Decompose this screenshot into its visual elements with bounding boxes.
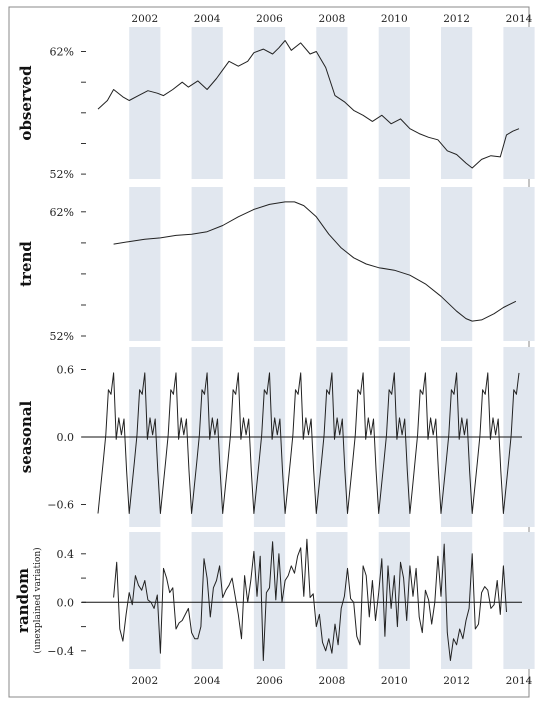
y-tick-label-seasonal: −0.6	[47, 499, 74, 512]
y-tick-label-random: 0.0	[57, 596, 75, 609]
year-label-bottom: 2014	[506, 675, 533, 687]
y-tick-label-seasonal: 0.6	[57, 364, 75, 377]
axis-ticks: 62% 52% 62% 52% 0.6 0.0 −0.6 0.4 0.0 −0.4	[47, 46, 86, 658]
series-line-random	[113, 538, 507, 661]
year-label-bottom: 2004	[194, 675, 221, 687]
year-label-top: 2008	[319, 13, 346, 25]
y-tick-label-random: 0.4	[57, 548, 75, 561]
year-band-2012-panel-0	[441, 27, 473, 179]
year-band-2014-panel-1	[503, 187, 535, 341]
panel-sublabel-random: (unexplained variation)	[32, 547, 43, 653]
year-band-2008-panel-0	[316, 27, 348, 179]
year-label-top: 2002	[131, 13, 158, 25]
y-tick-label-observed: 52%	[50, 168, 74, 181]
year-band-2002-panel-0	[129, 27, 161, 179]
panel-label-random: random	[14, 568, 32, 633]
year-band-2006-panel-3	[253, 532, 286, 669]
y-tick-label-trend: 52%	[50, 330, 74, 343]
year-band-2008-panel-1	[316, 187, 348, 341]
year-bands	[129, 27, 535, 669]
panel-label-trend: trend	[17, 241, 35, 287]
series-line-observed	[97, 40, 520, 169]
year-label-bottom: 2006	[256, 675, 283, 687]
panel-label-observed: observed	[17, 65, 35, 141]
year-band-2002-panel-3	[129, 532, 161, 669]
year-label-top: 2004	[194, 13, 221, 25]
year-label-top: 2012	[443, 13, 470, 25]
series-line-trend	[113, 201, 517, 322]
year-band-2006-panel-0	[253, 27, 286, 179]
year-label-top: 2010	[381, 13, 408, 25]
year-band-2006-panel-1	[253, 187, 286, 341]
year-band-2010-panel-1	[378, 187, 410, 341]
y-tick-label-trend: 62%	[50, 206, 74, 219]
year-band-2004-panel-3	[191, 532, 223, 669]
year-band-2002-panel-1	[129, 187, 161, 341]
year-band-2004-panel-0	[191, 27, 223, 179]
y-tick-label-random: −0.4	[47, 645, 74, 658]
y-tick-label-observed: 62%	[50, 46, 74, 59]
year-label-top: 2014	[506, 13, 533, 25]
year-label-bottom: 2012	[443, 675, 470, 687]
series-line-seasonal	[97, 372, 520, 514]
year-labels: 2002 2002 2004 2004 2006 2006 2008 2008 2010 2010…	[131, 13, 532, 687]
panel-label-seasonal: seasonal	[17, 400, 35, 473]
year-label-bottom: 2010	[381, 675, 408, 687]
year-band-2010-panel-0	[378, 27, 410, 179]
year-label-bottom: 2008	[319, 675, 346, 687]
year-band-2014-panel-0	[503, 27, 535, 179]
year-band-2008-panel-3	[316, 532, 348, 669]
year-band-2012-panel-1	[441, 187, 473, 341]
year-label-bottom: 2002	[131, 675, 158, 687]
year-label-top: 2006	[256, 13, 283, 25]
year-band-2014-panel-3	[503, 532, 535, 669]
y-tick-label-seasonal: 0.0	[57, 431, 75, 444]
series-lines	[82, 40, 522, 661]
panel-labels: observed trend seasonal random (unexplained …	[14, 65, 43, 654]
year-band-2004-panel-1	[191, 187, 223, 341]
